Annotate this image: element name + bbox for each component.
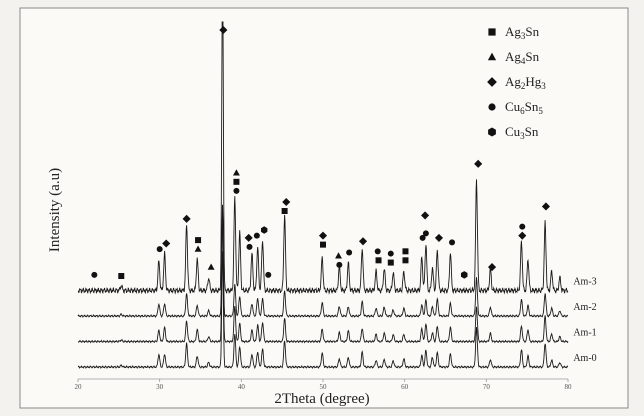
triangle-marker (335, 252, 342, 259)
series-line (77, 204, 568, 319)
legend-text-part: Sn (525, 124, 539, 139)
hexagon-marker (261, 226, 268, 234)
diamond-marker (488, 263, 497, 272)
legend-subscript: 4 (521, 56, 526, 66)
square-marker (118, 273, 125, 280)
x-tick-label: 80 (565, 383, 573, 391)
y-axis-label: Intensity (a.u) (47, 168, 63, 252)
triangle-marker (487, 52, 497, 61)
x-tick-label: 50 (320, 383, 328, 391)
diamond-marker (518, 231, 527, 240)
legend-text-part: Ag (505, 74, 521, 89)
circle-marker (156, 246, 163, 253)
triangle-marker (194, 245, 202, 252)
circle-marker (519, 223, 526, 230)
legend-label: Ag3Sn (505, 24, 540, 41)
legend-subscript: 3 (521, 31, 526, 41)
diamond-marker (541, 202, 550, 211)
square-marker (488, 28, 496, 36)
diamond-marker (244, 233, 253, 242)
legend-subscript: 3 (520, 131, 525, 141)
circle-marker (246, 243, 253, 250)
circle-marker (387, 250, 394, 257)
square-marker (375, 257, 382, 264)
legend-label: Ag2Hg3 (505, 74, 546, 91)
legend-text-part: Ag (505, 49, 521, 64)
circle-marker (422, 230, 429, 237)
x-axis-label: 2Theta (degree) (274, 391, 369, 407)
circle-marker (91, 271, 98, 278)
square-marker (195, 237, 202, 244)
x-tick-label: 20 (75, 383, 83, 391)
square-marker (281, 207, 288, 214)
hexagon-marker (461, 271, 468, 279)
square-marker (233, 178, 240, 185)
legend-subscript: 5 (538, 106, 543, 116)
triangle-marker (232, 169, 240, 176)
legend-subscript: 3 (541, 81, 546, 91)
peak-markers (91, 25, 550, 280)
circle-marker (265, 271, 272, 278)
circle-marker (346, 249, 353, 256)
series-label: Am-3 (573, 277, 596, 288)
x-tick-label: 70 (483, 383, 491, 391)
square-marker (402, 248, 409, 255)
circle-marker (233, 187, 240, 194)
legend-text-part: Ag (505, 24, 521, 39)
legend-subscript: 2 (521, 81, 526, 91)
diamond-marker (162, 239, 171, 248)
series-line (77, 251, 569, 370)
chart-frame (19, 7, 629, 409)
legend-text-part: Cu (505, 124, 521, 139)
diamond-marker (487, 77, 497, 87)
series-line (77, 21, 569, 295)
diamond-marker (358, 237, 368, 246)
triangle-marker (207, 263, 215, 270)
x-tick-label: 30 (156, 383, 164, 391)
diamond-marker (474, 159, 483, 168)
series-label: Am-2 (573, 302, 596, 313)
legend-text-part: Cu (505, 99, 521, 114)
x-tick-label: 60 (401, 383, 409, 391)
x-axis-ticks: 20 30 40 50 60 70 80 (75, 379, 573, 391)
legend-text-part: Sn (525, 49, 539, 64)
diamond-marker (219, 25, 228, 35)
hexagon-marker (488, 127, 496, 137)
circle-marker (336, 261, 343, 268)
legend-text-part: Hg (525, 74, 541, 89)
diamond-marker (182, 214, 191, 223)
circle-marker (419, 234, 426, 241)
square-marker (387, 259, 394, 266)
circle-marker (253, 232, 260, 239)
legend-subscript: 6 (520, 106, 525, 116)
legend-text-part: Sn (525, 99, 539, 114)
legend-label: Cu6Sn5 (505, 99, 543, 116)
series-labels: Am-0 Am-1 Am-2 Am-3 (573, 277, 596, 365)
legend-text-part: Sn (525, 24, 539, 39)
circle-marker (374, 248, 381, 255)
diamond-marker (421, 211, 430, 220)
square-marker (320, 241, 326, 248)
x-tick-label: 40 (238, 383, 246, 391)
diamond-marker (434, 233, 444, 242)
series-label: Am-0 (573, 353, 596, 364)
square-marker (402, 257, 409, 264)
circle-marker (449, 239, 456, 246)
legend-label: Cu3Sn (505, 124, 539, 141)
diamond-marker (282, 197, 291, 207)
circle-marker (488, 103, 496, 111)
series-label: Am-1 (573, 328, 596, 339)
series-line (77, 216, 569, 344)
diamond-marker (318, 231, 328, 240)
legend-label: Ag4Sn (505, 49, 540, 66)
